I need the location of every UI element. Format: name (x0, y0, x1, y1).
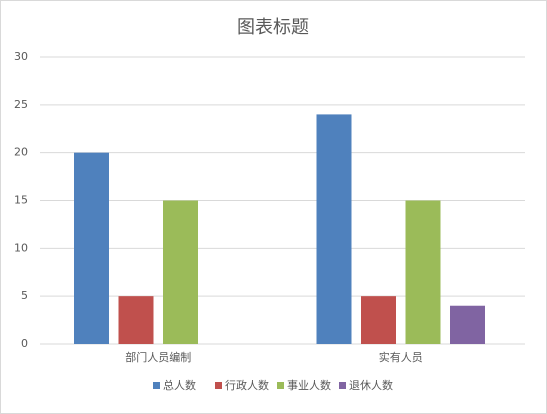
y-tick-label: 20 (14, 146, 28, 159)
legend-swatch (277, 382, 284, 389)
y-tick-label: 10 (14, 241, 28, 254)
y-tick-label: 30 (14, 50, 28, 63)
legend-label: 行政人数 (225, 378, 269, 392)
chart-title: 图表标题 (237, 17, 309, 38)
bar (118, 296, 154, 344)
bar (405, 200, 441, 344)
y-tick-label: 25 (14, 98, 28, 111)
bar (361, 296, 396, 344)
y-tick-label: 15 (14, 194, 28, 207)
bar (74, 152, 109, 344)
x-tick-label: 实有人员 (379, 350, 423, 364)
bar (450, 305, 485, 344)
bar (316, 114, 352, 345)
legend-label: 事业人数 (287, 379, 331, 392)
legend-swatch (339, 382, 346, 389)
legend-label: 总人数 (163, 378, 196, 392)
y-tick-label: 0 (21, 337, 28, 350)
legend-swatch (153, 382, 160, 389)
y-tick-label: 5 (21, 289, 28, 302)
x-tick-label: 部门人员编制 (125, 350, 191, 364)
legend-label: 退休人数 (349, 379, 393, 392)
legend-swatch (215, 382, 222, 389)
bar (163, 200, 198, 344)
